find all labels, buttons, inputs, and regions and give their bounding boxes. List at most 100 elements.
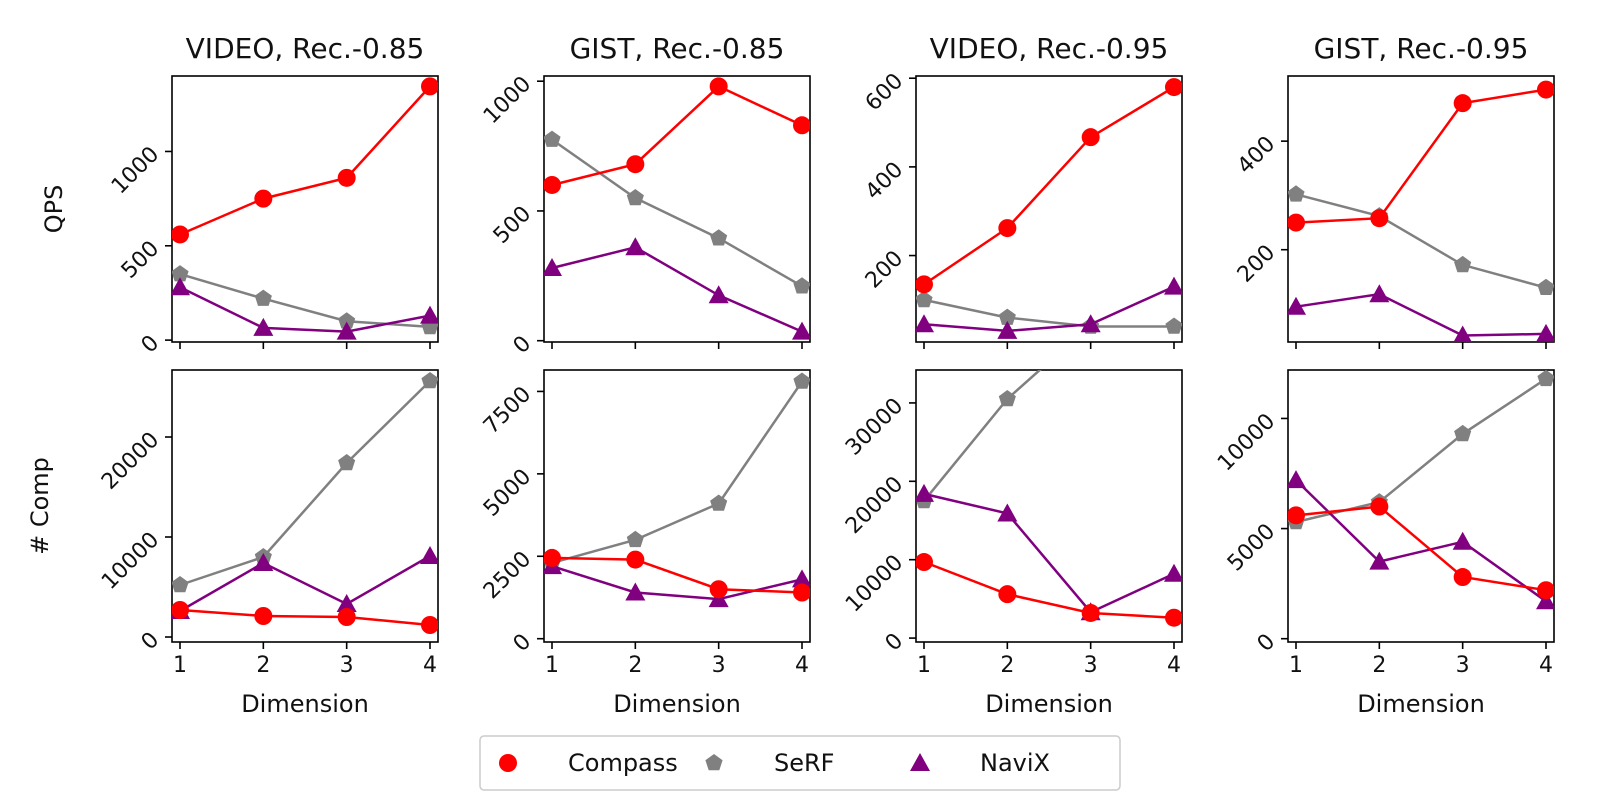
y-tick-label: 600 xyxy=(861,69,908,116)
point-navix xyxy=(420,546,438,564)
series-line-navix xyxy=(923,492,1175,614)
point-serf xyxy=(338,312,356,329)
legend-marker-compass xyxy=(499,754,517,772)
legend-marker-navix xyxy=(910,753,930,771)
series-line-compass xyxy=(1295,88,1547,224)
point-navix xyxy=(1369,284,1390,303)
point-navix xyxy=(336,594,357,612)
x-tick-label: 2 xyxy=(628,653,642,678)
point-compass xyxy=(626,550,645,569)
point-navix xyxy=(625,582,646,601)
point-compass xyxy=(998,585,1017,604)
y-tick-label: 30000 xyxy=(841,393,908,460)
point-compass xyxy=(1453,94,1472,113)
point-serf xyxy=(1165,317,1182,334)
point-compass xyxy=(421,77,438,96)
point-navix xyxy=(253,553,274,571)
y-tick-label: 500 xyxy=(117,236,164,283)
point-navix xyxy=(625,237,646,256)
point-navix xyxy=(253,317,274,336)
point-navix xyxy=(336,321,357,340)
x-tick-label: 4 xyxy=(423,653,437,678)
series-line-serf xyxy=(551,138,803,288)
point-compass xyxy=(709,77,728,96)
x-axis-label: Dimension xyxy=(613,690,741,718)
point-serf xyxy=(172,576,189,593)
plot-frame xyxy=(1287,369,1555,643)
plot-area xyxy=(1288,80,1554,342)
point-serf xyxy=(254,289,272,306)
point-navix xyxy=(1453,325,1472,342)
point-navix xyxy=(420,305,438,324)
point-navix xyxy=(1164,563,1182,582)
series-line-compass xyxy=(179,85,431,236)
panel-gist-085-qps: GIST, Rec.-0.85 0 500 1000 xyxy=(479,32,811,359)
legend: Compass SeRF NaviX xyxy=(479,735,1121,791)
series-line-serf xyxy=(923,298,1174,328)
point-compass xyxy=(1537,80,1554,99)
panel-gist-085-comp: Dimension 1 2 3 4 0 2500 5000 7500 xyxy=(479,369,811,718)
y-tick-label: 400 xyxy=(861,157,908,204)
series-line-compass xyxy=(923,560,1175,619)
legend-marker-serf xyxy=(705,754,723,771)
x-tick-label: 2 xyxy=(1000,653,1014,678)
plot-area xyxy=(172,372,438,634)
point-navix xyxy=(1452,531,1473,550)
y-tick-label: 0 xyxy=(881,629,909,657)
panel-gist-095-qps: GIST, Rec.-0.95 200 400 xyxy=(1233,32,1555,349)
point-compass xyxy=(1370,497,1389,516)
y-axis-label: QPS xyxy=(40,185,68,234)
y-tick-label: 1000 xyxy=(107,142,164,199)
panel-video-085-comp: # Comp Dimension 1 2 3 4 0 10000 20000 xyxy=(26,369,439,718)
plot-area xyxy=(544,77,810,340)
series-line-compass xyxy=(551,84,803,187)
point-serf xyxy=(710,229,728,246)
point-navix xyxy=(1536,323,1554,342)
x-tick-label: 3 xyxy=(1084,653,1098,678)
point-navix xyxy=(1164,276,1182,295)
legend-marker-navix xyxy=(910,753,930,771)
series-line-serf xyxy=(179,380,431,587)
series-line-compass xyxy=(1295,505,1547,592)
point-compass xyxy=(998,219,1017,238)
y-tick-label: 5000 xyxy=(1223,519,1280,576)
x-tick-label: 1 xyxy=(917,653,931,678)
y-tick-label: 10000 xyxy=(1213,409,1280,476)
x-tick-label: 1 xyxy=(1289,653,1303,678)
point-compass xyxy=(254,607,273,625)
point-serf xyxy=(998,390,1016,407)
point-serf xyxy=(626,189,644,206)
plot-frame xyxy=(915,369,1183,643)
point-serf xyxy=(1537,278,1554,295)
point-serf xyxy=(338,454,356,471)
panel-gist-095-comp: Dimension 1 2 3 4 0 5000 10000 xyxy=(1213,369,1555,718)
series-line-serf xyxy=(923,370,1042,502)
point-compass xyxy=(337,168,356,187)
series-line-serf xyxy=(551,380,804,565)
point-compass xyxy=(793,116,810,135)
x-tick-label: 4 xyxy=(795,653,809,678)
series-line-compass xyxy=(179,608,431,627)
legend-item-navix: NaviX xyxy=(910,749,1050,777)
point-navix xyxy=(792,321,810,340)
plot-frame xyxy=(543,369,811,643)
point-serf xyxy=(1288,185,1305,202)
point-compass xyxy=(1165,78,1182,97)
series-line-navix xyxy=(1295,292,1547,337)
point-serf xyxy=(1454,255,1472,273)
series-line-serf xyxy=(1295,377,1547,524)
plot-area xyxy=(916,78,1182,339)
point-serf xyxy=(172,265,189,282)
point-compass xyxy=(544,548,561,567)
x-axis-label: Dimension xyxy=(1357,690,1485,718)
point-serf xyxy=(1537,370,1554,387)
point-compass xyxy=(544,175,561,194)
point-serf xyxy=(544,130,561,147)
panel-title: GIST, Rec.-0.95 xyxy=(1314,32,1529,65)
point-compass xyxy=(1453,568,1472,587)
legend-label-compass: Compass xyxy=(568,749,678,777)
point-serf xyxy=(710,494,728,511)
panel-title: GIST, Rec.-0.85 xyxy=(570,32,785,65)
y-tick-label: 20000 xyxy=(97,428,164,495)
x-tick-label: 3 xyxy=(712,653,726,678)
